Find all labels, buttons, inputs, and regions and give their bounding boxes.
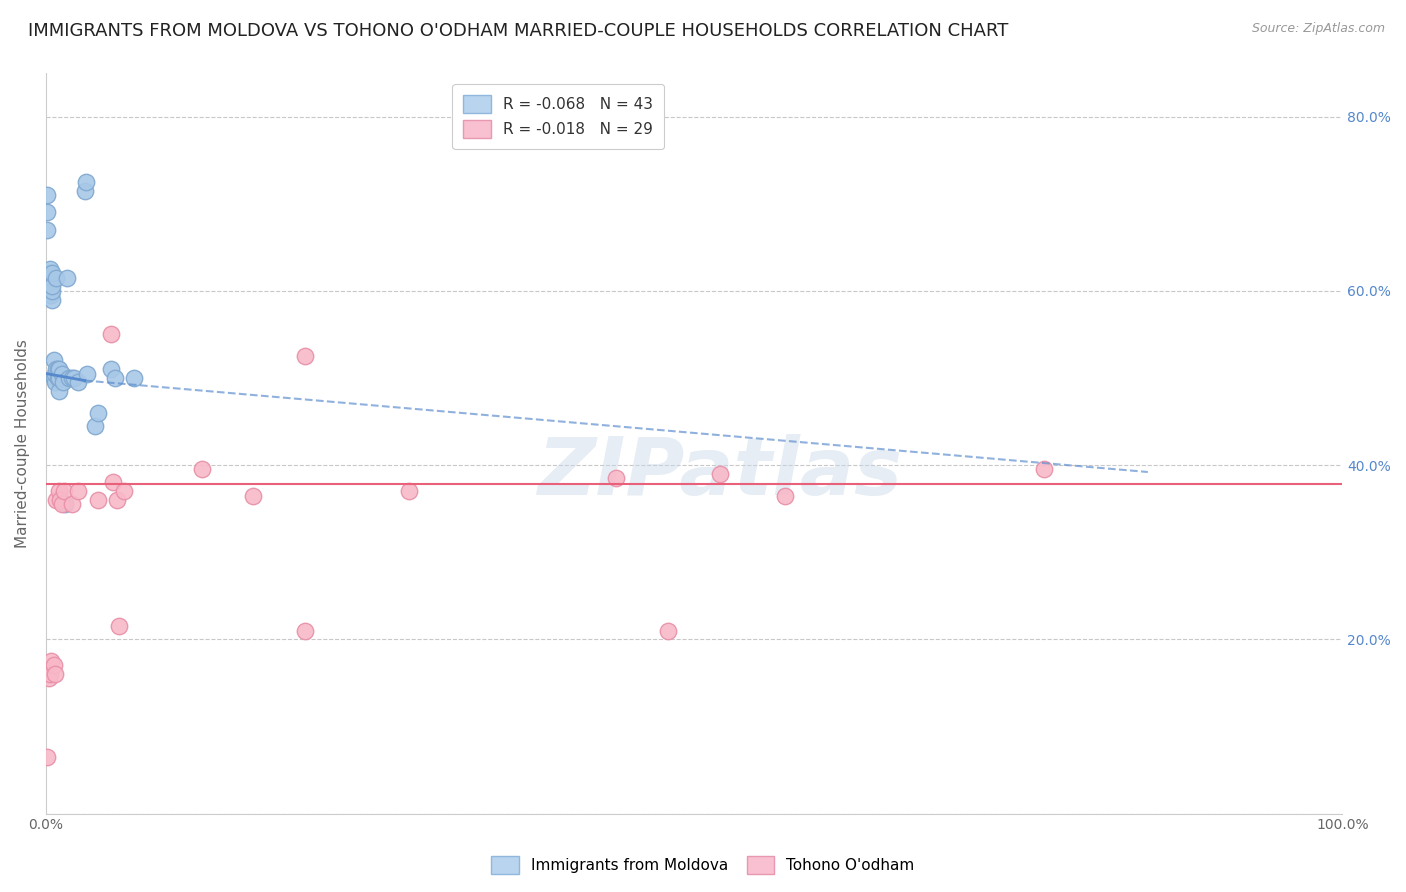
Point bbox=[294, 624, 316, 638]
Point bbox=[38, 284, 60, 298]
Point bbox=[42, 658, 65, 673]
Point bbox=[42, 371, 65, 385]
Point bbox=[104, 371, 127, 385]
Point bbox=[45, 362, 67, 376]
Point bbox=[87, 492, 110, 507]
Point bbox=[37, 750, 59, 764]
Point bbox=[51, 497, 73, 511]
Point bbox=[122, 371, 145, 385]
Text: ZIPatlas: ZIPatlas bbox=[537, 434, 903, 512]
Point bbox=[190, 462, 212, 476]
Point bbox=[46, 362, 69, 376]
Point bbox=[44, 367, 66, 381]
Text: IMMIGRANTS FROM MOLDOVA VS TOHONO O'ODHAM MARRIED-COUPLE HOUSEHOLDS CORRELATION : IMMIGRANTS FROM MOLDOVA VS TOHONO O'ODHA… bbox=[28, 22, 1008, 40]
Y-axis label: Married-couple Households: Married-couple Households bbox=[15, 339, 30, 548]
Point bbox=[63, 371, 86, 385]
Point bbox=[294, 349, 316, 363]
Point bbox=[52, 376, 75, 390]
Point bbox=[100, 327, 122, 342]
Point bbox=[73, 184, 96, 198]
Point bbox=[48, 371, 70, 385]
Point bbox=[112, 484, 135, 499]
Legend: R = -0.068   N = 43, R = -0.018   N = 29: R = -0.068 N = 43, R = -0.018 N = 29 bbox=[453, 85, 664, 149]
Point bbox=[84, 418, 107, 433]
Point bbox=[48, 484, 70, 499]
Point bbox=[55, 270, 77, 285]
Point bbox=[773, 489, 796, 503]
Point bbox=[55, 497, 77, 511]
Point bbox=[41, 266, 63, 280]
Point bbox=[49, 492, 72, 507]
Text: Source: ZipAtlas.com: Source: ZipAtlas.com bbox=[1251, 22, 1385, 36]
Point bbox=[45, 270, 67, 285]
Point bbox=[58, 371, 80, 385]
Point bbox=[87, 406, 110, 420]
Point bbox=[48, 362, 70, 376]
Point bbox=[242, 489, 264, 503]
Point bbox=[45, 492, 67, 507]
Point bbox=[67, 376, 90, 390]
Point bbox=[39, 279, 62, 293]
Point bbox=[44, 376, 66, 390]
Point bbox=[38, 288, 60, 302]
Point bbox=[60, 497, 83, 511]
Point bbox=[37, 205, 59, 219]
Point bbox=[41, 279, 63, 293]
Point bbox=[37, 223, 59, 237]
Point bbox=[38, 262, 60, 277]
Point bbox=[709, 467, 731, 481]
Point bbox=[41, 293, 63, 307]
Point bbox=[53, 484, 76, 499]
Point bbox=[42, 353, 65, 368]
Point bbox=[38, 266, 60, 280]
Point bbox=[39, 288, 62, 302]
Point bbox=[48, 384, 70, 398]
Point bbox=[1033, 462, 1056, 476]
Point bbox=[38, 275, 60, 289]
Point bbox=[107, 619, 129, 633]
Point bbox=[103, 475, 125, 490]
Point bbox=[398, 484, 420, 499]
Point bbox=[38, 270, 60, 285]
Point bbox=[76, 367, 98, 381]
Point bbox=[657, 624, 679, 638]
Point bbox=[37, 188, 59, 202]
Point bbox=[46, 371, 69, 385]
Point bbox=[51, 367, 73, 381]
Point bbox=[38, 667, 60, 681]
Point bbox=[44, 667, 66, 681]
Point bbox=[605, 471, 627, 485]
Point bbox=[38, 284, 60, 298]
Point bbox=[38, 672, 60, 686]
Point bbox=[100, 362, 122, 376]
Legend: Immigrants from Moldova, Tohono O'odham: Immigrants from Moldova, Tohono O'odham bbox=[485, 850, 921, 880]
Point bbox=[105, 492, 128, 507]
Point bbox=[67, 484, 90, 499]
Point bbox=[41, 284, 63, 298]
Point bbox=[75, 175, 97, 189]
Point bbox=[39, 654, 62, 668]
Point bbox=[60, 371, 83, 385]
